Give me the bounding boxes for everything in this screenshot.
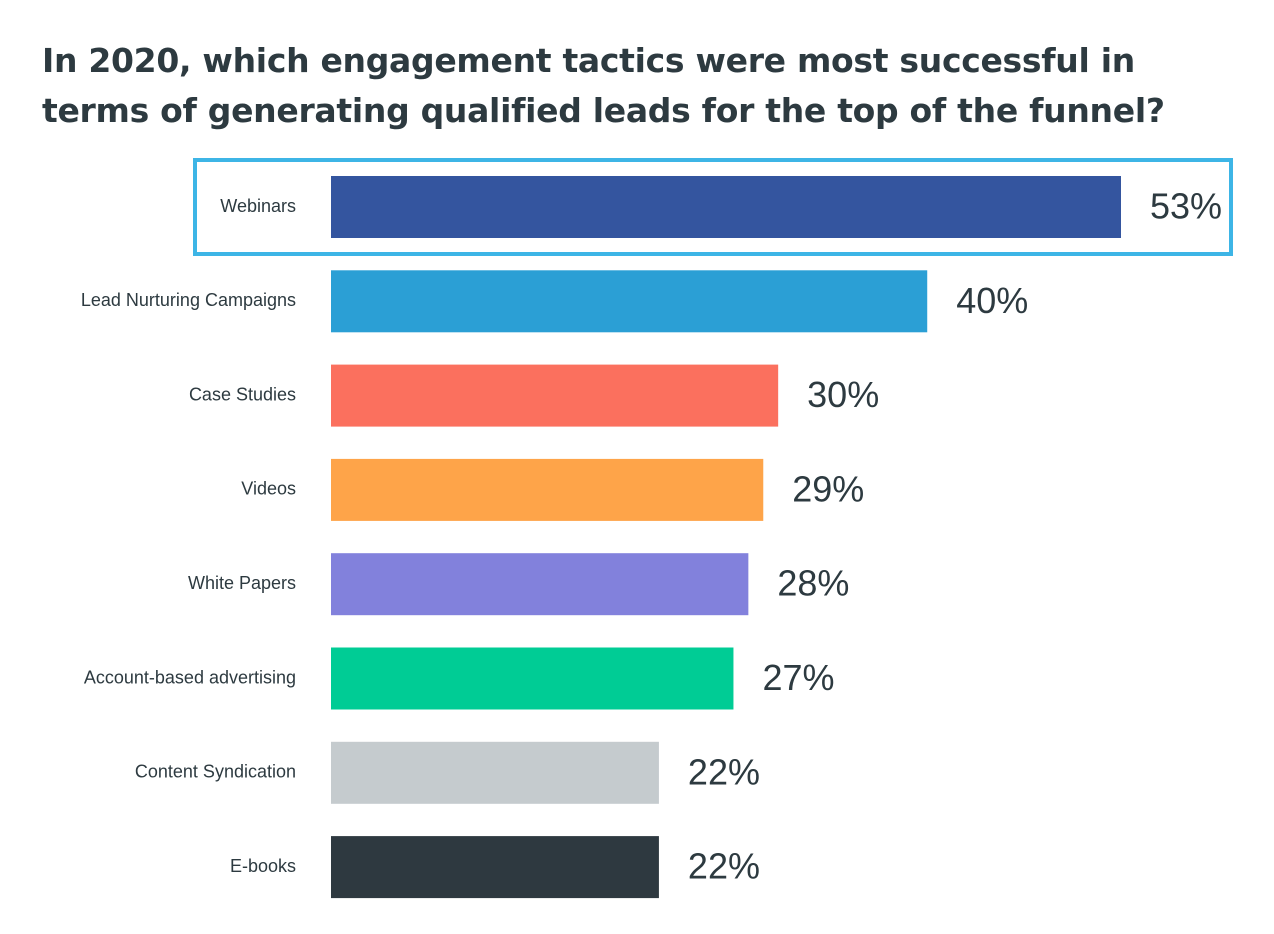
value-label-account-based-advertising: 27% — [762, 657, 834, 698]
category-label-case-studies: Case Studies — [189, 384, 296, 404]
category-label-e-books: E-books — [230, 856, 296, 876]
value-label-white-papers: 28% — [777, 563, 849, 604]
bar-videos — [331, 459, 763, 521]
category-label-white-papers: White Papers — [188, 573, 296, 593]
bar-case-studies — [331, 365, 778, 427]
category-label-lead-nurturing-campaigns: Lead Nurturing Campaigns — [81, 290, 296, 310]
value-label-case-studies: 30% — [807, 374, 879, 415]
value-label-videos: 29% — [792, 468, 864, 509]
value-label-lead-nurturing-campaigns: 40% — [956, 280, 1028, 321]
category-label-content-syndication: Content Syndication — [135, 762, 296, 782]
value-label-content-syndication: 22% — [688, 751, 760, 792]
bar-e-books — [331, 836, 659, 898]
bar-lead-nurturing-campaigns — [331, 270, 927, 332]
value-label-webinars: 53% — [1150, 186, 1222, 227]
bar-chart: Webinars 53% Lead Nurturing Campaigns 40% Ca… — [0, 0, 1274, 934]
bar-white-papers — [331, 553, 748, 615]
value-label-e-books: 22% — [688, 846, 760, 887]
bar-webinars — [331, 176, 1121, 238]
bar-content-syndication — [331, 742, 659, 804]
category-label-webinars: Webinars — [220, 196, 296, 216]
category-label-account-based-advertising: Account-based advertising — [84, 667, 296, 687]
bar-account-based-advertising — [331, 648, 733, 710]
category-label-videos: Videos — [241, 479, 296, 499]
